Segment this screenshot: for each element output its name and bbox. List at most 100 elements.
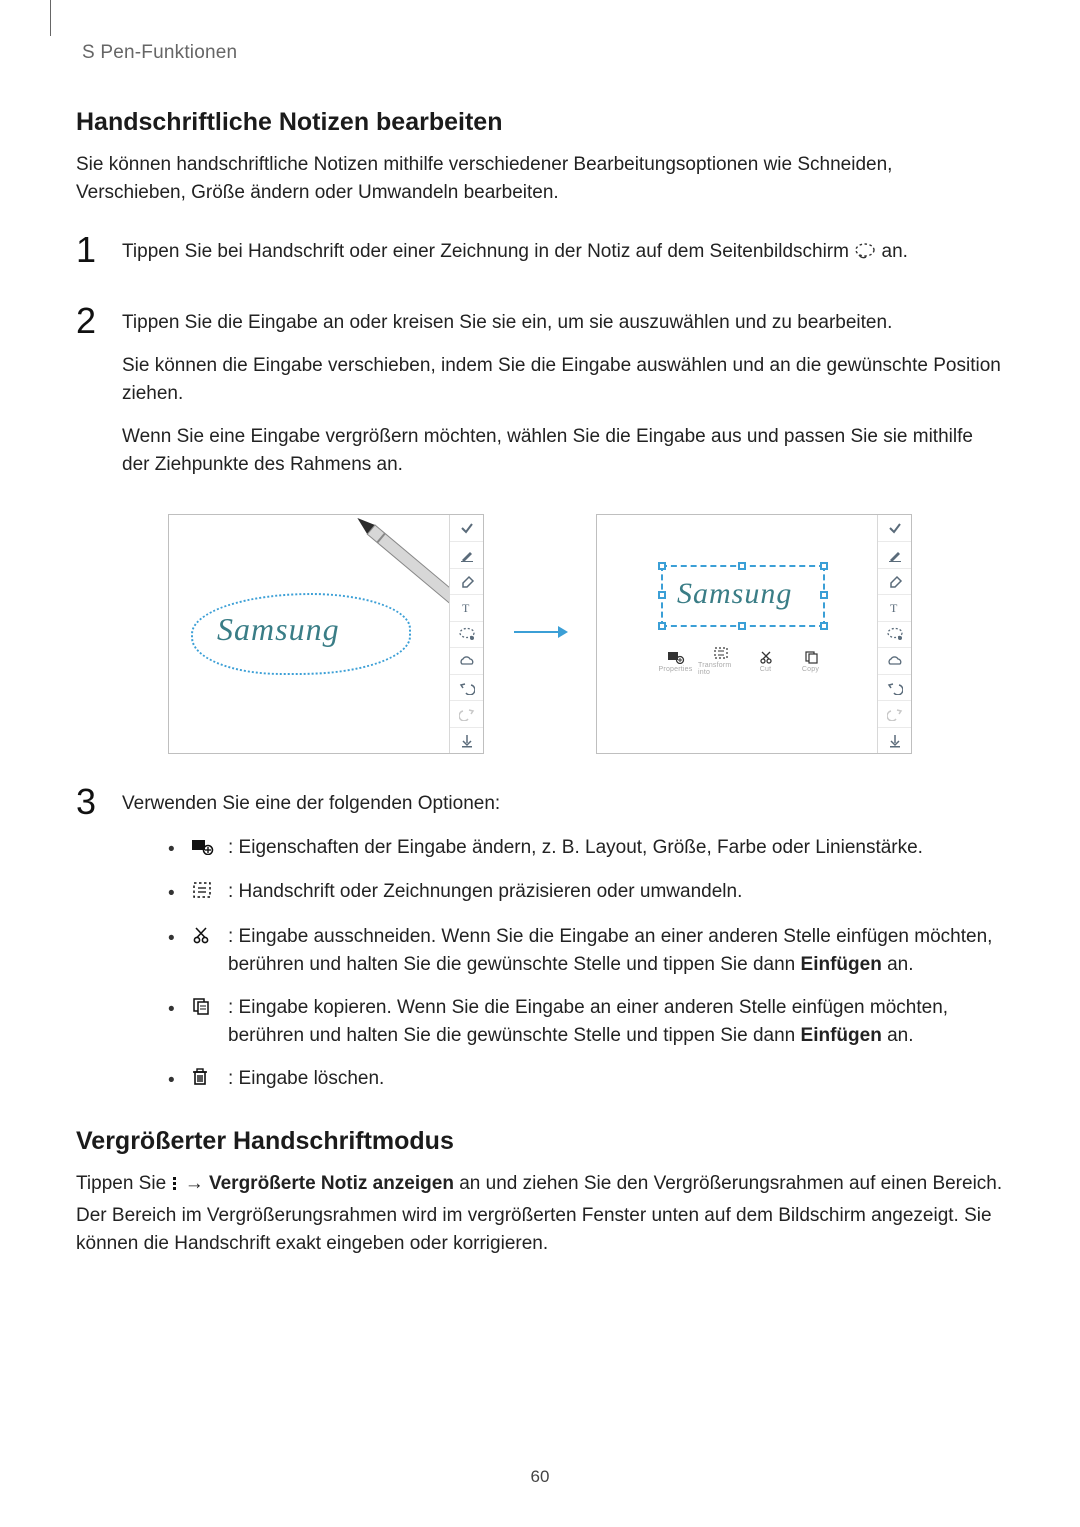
- figure-canvas-before: Samsung: [169, 515, 449, 753]
- tool-text-icon: T: [878, 595, 911, 622]
- option-text: : Eigenschaften der Eingabe ändern, z. B…: [228, 834, 923, 863]
- figure-edit-handwriting: Samsung T: [76, 514, 1004, 754]
- option-properties: • : Eigenschaften der Eingabe ändern, z.…: [168, 834, 1004, 865]
- lasso-select-icon: [854, 241, 876, 269]
- tool-pen-icon: [878, 542, 911, 569]
- figure-panel-after: Samsung Properties Transform into Cut: [596, 514, 912, 754]
- bullet-icon: •: [168, 878, 178, 909]
- step-3: 3 Verwenden Sie eine der folgenden Optio…: [76, 784, 1004, 1109]
- step-body: Verwenden Sie eine der folgenden Optione…: [122, 784, 1004, 1109]
- option-delete: • : Eingabe löschen.: [168, 1065, 1004, 1096]
- option-text: : Handschrift oder Zeichnungen präzisier…: [228, 878, 742, 907]
- step-1: 1 Tippen Sie bei Handschrift oder einer …: [76, 232, 1004, 285]
- tool-pen-icon: [450, 542, 483, 569]
- step-1-text-a: Tippen Sie bei Handschrift oder einer Ze…: [122, 241, 854, 262]
- running-head: S Pen-Funktionen: [82, 42, 1004, 64]
- selection-handle: [658, 622, 666, 630]
- step-3-text: Verwenden Sie eine der folgenden Optione…: [122, 790, 1004, 818]
- bullet-icon: •: [168, 834, 178, 865]
- option-cut: • : Eingabe ausschneiden. Wenn Sie die E…: [168, 923, 1004, 980]
- selection-handle: [738, 562, 746, 570]
- tool-done-icon: [878, 515, 911, 542]
- tool-undo-icon: [878, 675, 911, 702]
- tool-redo-icon: [450, 701, 483, 728]
- bullet-icon: •: [168, 994, 178, 1025]
- tool-cloud-icon: [878, 648, 911, 675]
- step-2-text-a: Tippen Sie die Eingabe an oder kreisen S…: [122, 309, 1004, 337]
- option-copy: • : Eingabe kopieren. Wenn Sie die Einga…: [168, 994, 1004, 1051]
- option-text-c: an.: [882, 1025, 914, 1046]
- page: S Pen-Funktionen Handschriftliche Notize…: [0, 0, 1080, 1527]
- floatbar-label: Transform into: [698, 662, 743, 676]
- scissors-icon: [192, 923, 214, 954]
- option-text: : Eingabe ausschneiden. Wenn Sie die Ein…: [228, 923, 1004, 980]
- para-a: Tippen Sie: [76, 1173, 171, 1194]
- handwriting-sample: Samsung: [217, 611, 340, 648]
- option-text-bold: Einfügen: [801, 954, 882, 975]
- page-rule: [50, 0, 51, 36]
- floatbar-label: Copy: [802, 666, 819, 673]
- section-2-paragraph: Tippen Sie → Vergrößerte Notiz anzeigen …: [76, 1170, 1004, 1259]
- more-menu-icon: [171, 1173, 179, 1202]
- selection-handle: [738, 622, 746, 630]
- svg-text:T: T: [462, 601, 470, 615]
- tool-text-icon: T: [450, 595, 483, 622]
- tool-done-icon: [450, 515, 483, 542]
- section-heading-1: Handschriftliche Notizen bearbeiten: [76, 108, 1004, 137]
- para-arrow: →: [185, 1173, 209, 1194]
- bullet-icon: •: [168, 1065, 178, 1096]
- properties-icon: [192, 834, 214, 865]
- selection-handle: [658, 562, 666, 570]
- tool-undo-icon: [450, 675, 483, 702]
- options-list: • : Eigenschaften der Eingabe ändern, z.…: [168, 834, 1004, 1096]
- tool-more-icon: [878, 728, 911, 754]
- step-2: 2 Tippen Sie die Eingabe an oder kreisen…: [76, 303, 1004, 495]
- selection-handle: [820, 562, 828, 570]
- option-transform: • : Handschrift oder Zeichnungen präzisi…: [168, 878, 1004, 909]
- transform-icon: [192, 878, 214, 909]
- figure-canvas-after: Samsung Properties Transform into Cut: [597, 515, 877, 753]
- step-number: 2: [76, 303, 104, 495]
- step-number: 1: [76, 232, 104, 285]
- step-body: Tippen Sie die Eingabe an oder kreisen S…: [122, 303, 1004, 495]
- option-text: : Eingabe löschen.: [228, 1065, 384, 1094]
- panel-toolbar: T: [877, 515, 911, 753]
- selection-handle: [820, 622, 828, 630]
- tool-cloud-icon: [450, 648, 483, 675]
- figure-panel-before: Samsung T: [168, 514, 484, 754]
- para-bold: Vergrößerte Notiz anzeigen: [209, 1173, 454, 1194]
- step-number: 3: [76, 784, 104, 1109]
- selection-floatbar: Properties Transform into Cut Copy: [653, 639, 833, 683]
- floatbar-copy: Copy: [788, 639, 833, 683]
- floatbar-transform: Transform into: [698, 639, 743, 683]
- option-text: : Eingabe kopieren. Wenn Sie die Eingabe…: [228, 994, 1004, 1051]
- step-1-text-b: an.: [882, 241, 908, 262]
- option-text-bold: Einfügen: [801, 1025, 882, 1046]
- option-text-c: an.: [882, 954, 914, 975]
- copy-icon: [192, 994, 214, 1025]
- step-2-text-b: Sie können die Eingabe verschieben, inde…: [122, 352, 1004, 407]
- selection-handle: [658, 591, 666, 599]
- floatbar-cut: Cut: [743, 639, 788, 683]
- tool-lasso-icon: [878, 622, 911, 649]
- section-heading-2: Vergrößerter Handschriftmodus: [76, 1127, 1004, 1156]
- tool-more-icon: [450, 728, 483, 754]
- handwriting-sample: Samsung: [677, 577, 792, 611]
- trash-icon: [192, 1065, 214, 1096]
- tool-lasso-icon: [450, 622, 483, 649]
- svg-text:T: T: [890, 601, 898, 615]
- floatbar-properties: Properties: [653, 639, 698, 683]
- section-intro-1: Sie können handschriftliche Notizen mith…: [76, 151, 1004, 206]
- step-2-text-c: Wenn Sie eine Eingabe vergrößern möchten…: [122, 423, 1004, 478]
- panel-toolbar: T: [449, 515, 483, 753]
- page-number: 60: [0, 1467, 1080, 1487]
- tool-eraser-icon: [450, 569, 483, 596]
- floatbar-label: Properties: [659, 666, 693, 673]
- step-body: Tippen Sie bei Handschrift oder einer Ze…: [122, 232, 1004, 285]
- tool-redo-icon: [878, 701, 911, 728]
- floatbar-label: Cut: [760, 666, 772, 673]
- bullet-icon: •: [168, 923, 178, 954]
- arrow-icon: [512, 622, 568, 647]
- selection-handle: [820, 591, 828, 599]
- tool-eraser-icon: [878, 569, 911, 596]
